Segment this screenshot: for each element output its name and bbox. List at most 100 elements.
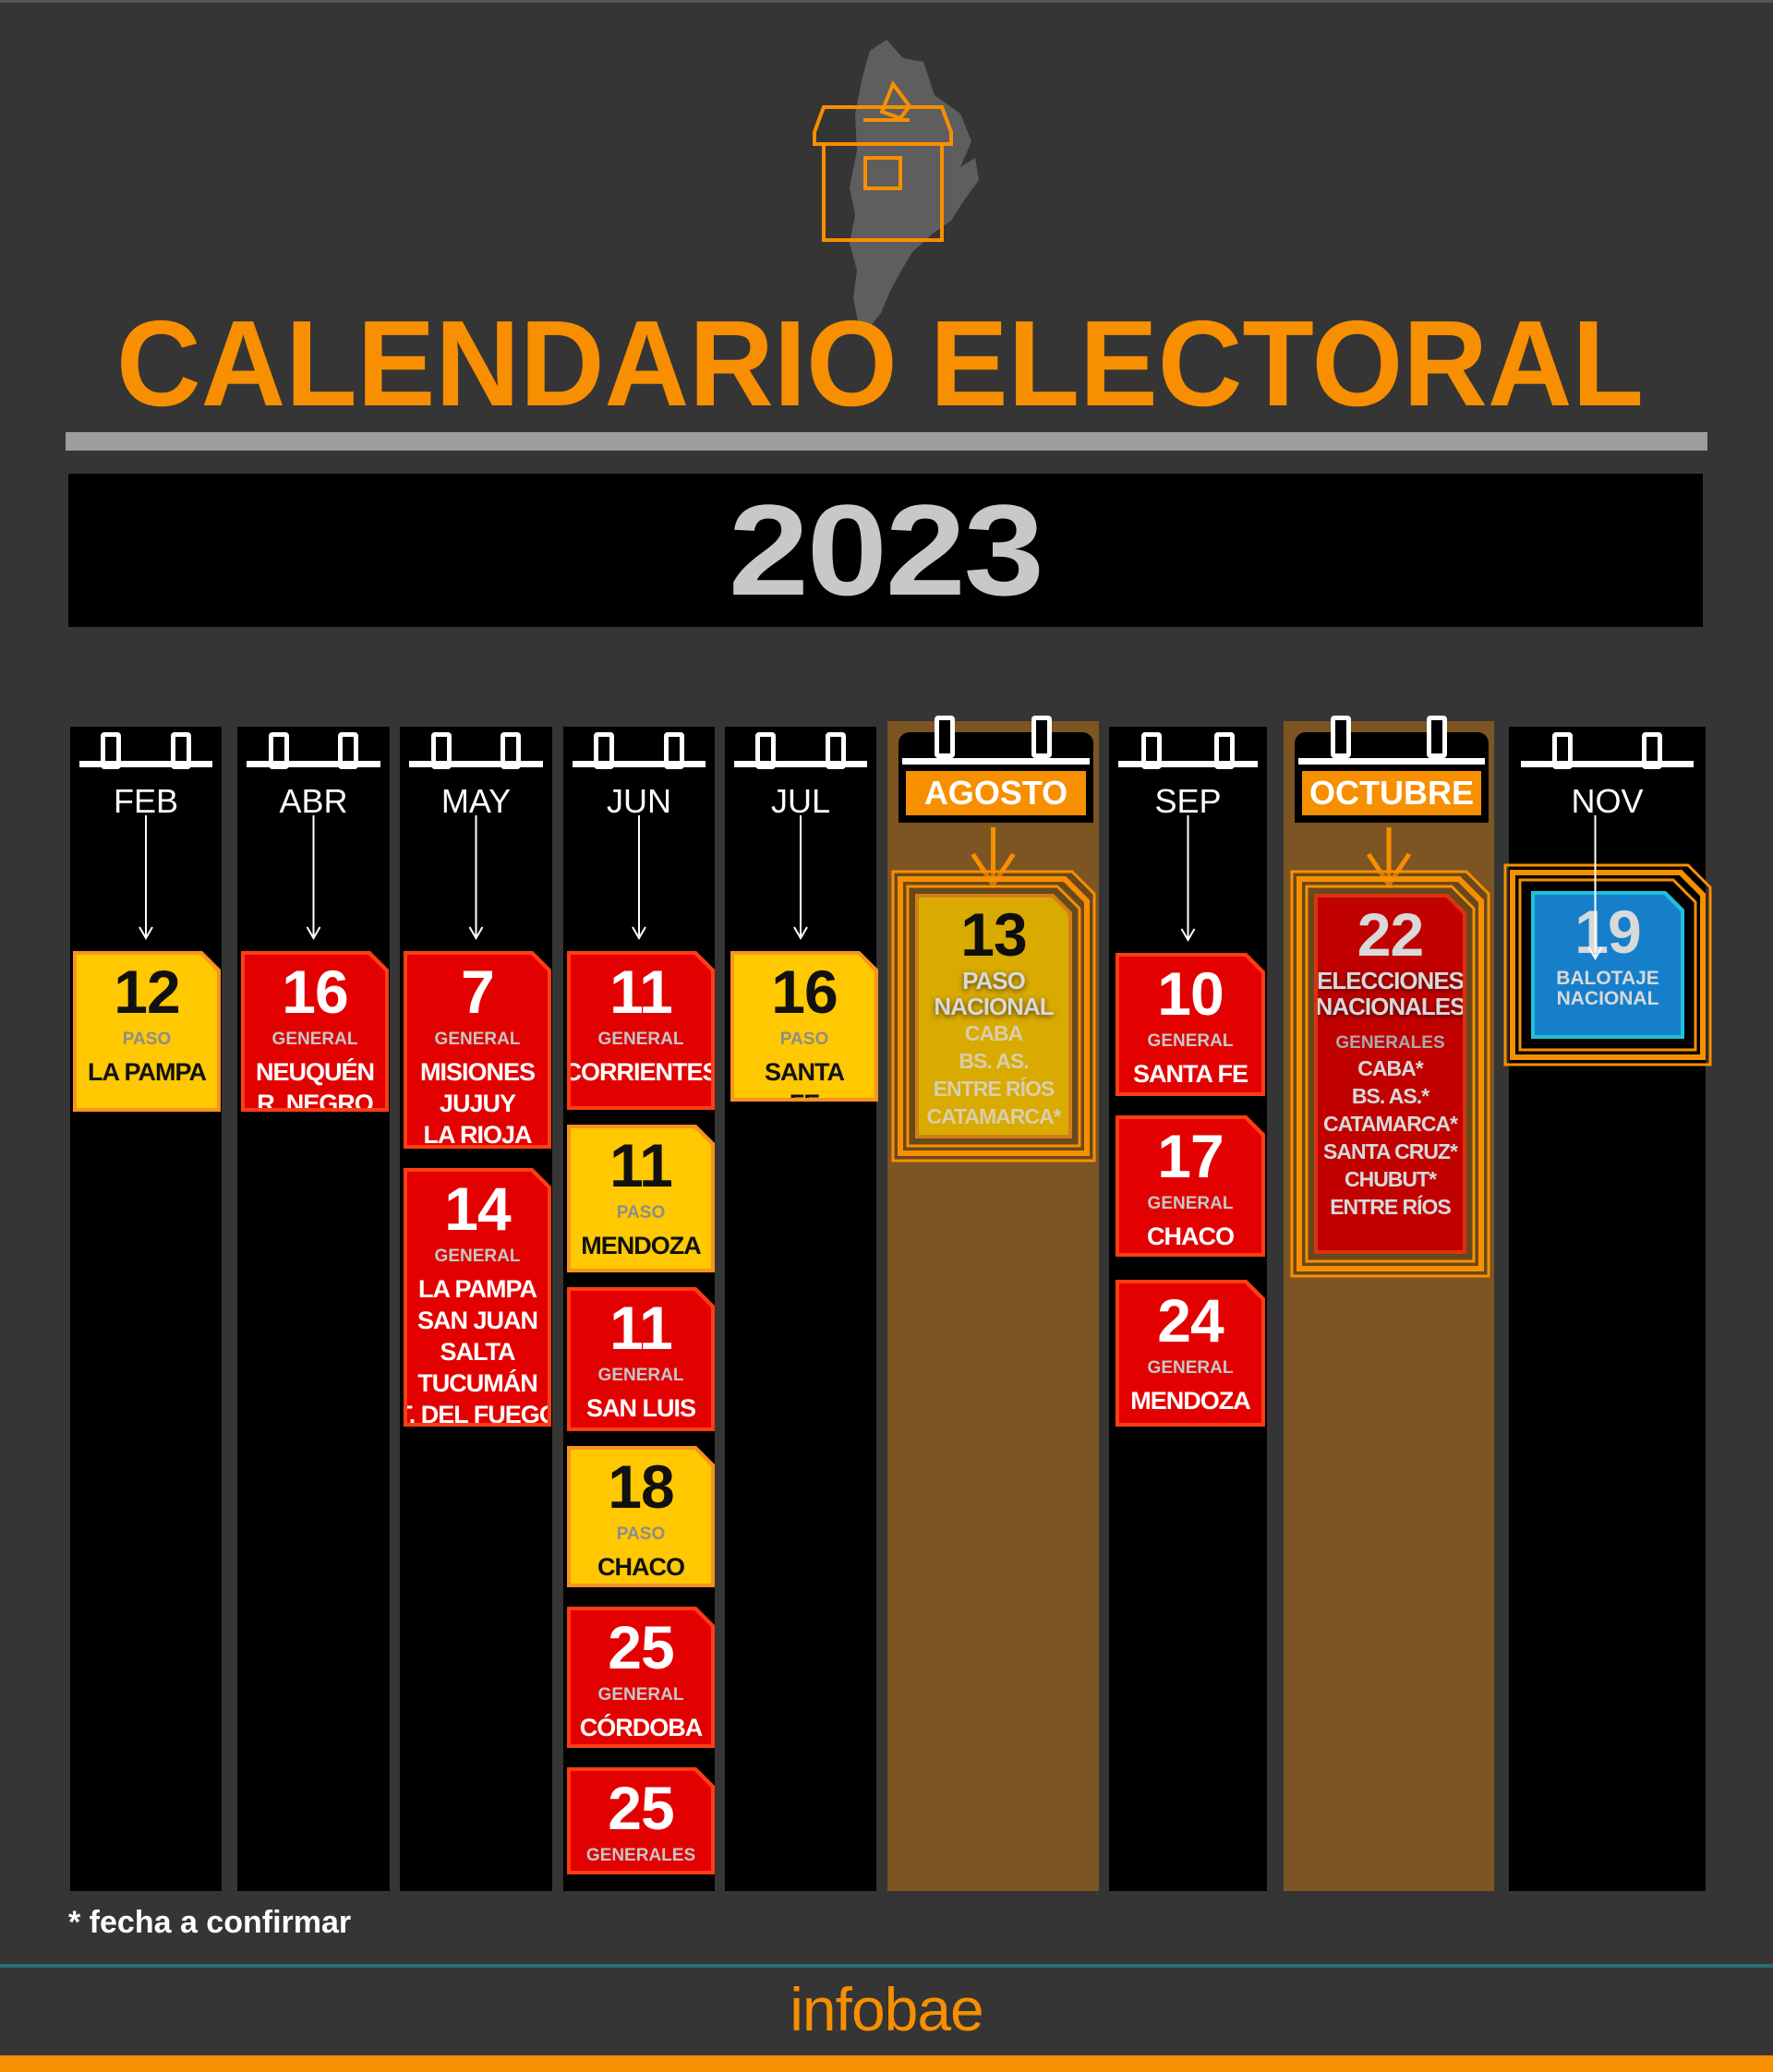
event-card-body: 7 GENERAL MISIONES JUJUY LA RIOJA	[407, 955, 548, 1145]
calendar-rule	[246, 761, 381, 767]
event-card-body: 22 ELECCIONES NACIONALES GENERALES CABA* BS. …	[1318, 897, 1463, 1250]
event-card[interactable]: 13 PASO NACIONAL CABA BS. AS. ENTRE RÍOS CATAM…	[915, 894, 1072, 1138]
event-day: 14	[444, 1175, 511, 1243]
event-type: PASO	[616, 1524, 666, 1544]
event-day: 11	[609, 958, 672, 1026]
event-type: GENERAL	[597, 1685, 684, 1705]
event-day: 17	[1157, 1122, 1224, 1190]
event-place: CABA*	[1357, 1056, 1423, 1080]
event-card[interactable]: 24 GENERAL MENDOZA	[1116, 1280, 1265, 1427]
event-card[interactable]: 25 GENERAL CÓRDOBA	[567, 1607, 715, 1748]
month-label: JUL	[770, 782, 831, 820]
event-card-body: 19 BALOTAJE NACIONAL	[1535, 895, 1681, 1035]
month-label: SEP	[1154, 782, 1222, 820]
event-place: SANTA FE	[1133, 1060, 1248, 1088]
brand-logo: infobae	[790, 1975, 984, 2043]
event-type: GENERAL	[597, 1030, 684, 1049]
event-place: BS. AS.*	[1351, 1084, 1429, 1108]
bottom-accent-bar	[0, 2055, 1773, 2072]
event-place: BS. AS.	[959, 1049, 1029, 1073]
event-card[interactable]: 25GENERALESFORMOSA	[567, 1767, 715, 1874]
event-day: 11	[609, 1131, 672, 1199]
event-place: SAN JUAN	[416, 1307, 538, 1334]
event-card[interactable]: 11 GENERAL SAN LUIS	[567, 1287, 715, 1431]
event-place: ENTRE RÍOS	[1330, 1195, 1451, 1219]
event-type: BALOTAJE NACIONAL	[1556, 968, 1659, 1009]
ballot-box-icon	[813, 79, 953, 242]
year-label: 2023	[729, 477, 1044, 622]
calendar-ring-icon	[934, 716, 955, 758]
event-place: TUCUMÁN	[417, 1369, 537, 1397]
event-place: CÓRDOBA	[579, 1714, 703, 1741]
event-card[interactable]: 14 GENERAL LA PAMPA SAN JUAN SALTA TUCUMÁN T. …	[404, 1168, 551, 1427]
calendar-ring-icon	[1330, 716, 1351, 758]
event-place: MISIONES	[419, 1058, 536, 1086]
event-place: ENTRE RÍOS	[933, 1077, 1055, 1101]
event-place: CORRIENTES	[563, 1058, 718, 1086]
event-card[interactable]: 12 PASO LA PAMPA	[73, 951, 221, 1112]
title-divider	[66, 432, 1707, 451]
event-day: 13	[960, 900, 1027, 969]
event-place: T. DEL FUEGO	[397, 1401, 558, 1428]
event-day: 22	[1357, 900, 1424, 969]
event-card[interactable]: 18 PASO CHACO	[567, 1446, 715, 1587]
event-type: GENERALES	[1335, 1033, 1445, 1053]
event-card-body: 18 PASO CHACO	[571, 1450, 711, 1584]
event-place: CHUBUT*	[1344, 1167, 1437, 1191]
event-type: GENERAL	[434, 1247, 521, 1266]
event-place: CHACO	[597, 1553, 684, 1581]
event-card[interactable]: 19 BALOTAJE NACIONAL	[1531, 891, 1684, 1039]
event-card-body: 16 GENERAL NEUQUÉN R. NEGRO	[245, 955, 385, 1108]
event-card[interactable]: 7 GENERAL MISIONES JUJUY LA RIOJA	[404, 951, 551, 1149]
event-card[interactable]: 16 GENERAL NEUQUÉN R. NEGRO	[241, 951, 389, 1112]
event-headline: NACIONAL	[934, 993, 1054, 1020]
month-label: NOV	[1571, 782, 1644, 820]
event-place: SALTA	[440, 1338, 515, 1366]
event-place: LA PAMPA	[88, 1058, 206, 1086]
event-card[interactable]: 11 PASO MENDOZA	[567, 1125, 715, 1272]
event-card[interactable]: 11 GENERAL CORRIENTES	[567, 951, 715, 1110]
event-card-body: 13 PASO NACIONAL CABA BS. AS. ENTRE RÍOS CATAM…	[919, 897, 1068, 1135]
footnote: * fecha a confirmar	[68, 1905, 352, 1940]
event-type: PASO	[779, 1030, 829, 1049]
event-type: PASO	[122, 1030, 172, 1049]
event-card[interactable]: 16PASOSANTAFE	[730, 951, 878, 1102]
event-card[interactable]: 10 GENERAL SANTA FE	[1116, 953, 1265, 1096]
event-type: GENERAL	[1147, 1194, 1234, 1213]
month-column-abr: ABR	[237, 727, 390, 1891]
event-card-body: 24 GENERAL MENDOZA	[1119, 1283, 1261, 1423]
event-place: LA PAMPA	[418, 1275, 537, 1303]
event-place: CATAMARCA*	[926, 1104, 1061, 1128]
event-type: GENERAL	[1147, 1031, 1234, 1051]
event-day: 16	[771, 958, 838, 1026]
event-place: CATAMARCA*	[1322, 1112, 1457, 1136]
footer-divider	[0, 1964, 1773, 1968]
event-day: 7	[461, 958, 494, 1026]
event-card-body: 11 GENERAL CORRIENTES	[571, 955, 711, 1106]
event-place: NEUQUÉN	[255, 1058, 374, 1086]
event-type: GENERAL	[271, 1030, 358, 1049]
event-day: 19	[1574, 897, 1641, 966]
month-column-feb: FEB	[70, 727, 222, 1891]
event-day: 16	[282, 958, 348, 1026]
event-headline: ELECCIONES	[1316, 967, 1465, 994]
event-card-body: 25 GENERAL CÓRDOBA	[571, 1610, 711, 1744]
event-card-body: 11 PASO MENDOZA	[571, 1128, 711, 1269]
event-place: LA RIOJA	[423, 1121, 532, 1149]
calendar-rule	[1118, 761, 1258, 767]
event-card[interactable]: 17 GENERAL CHACO	[1116, 1115, 1265, 1257]
calendar-rule	[1298, 758, 1485, 765]
event-type: GENERALES	[585, 1846, 696, 1865]
calendar-rule	[733, 761, 868, 767]
event-card-body: 14 GENERAL LA PAMPA SAN JUAN SALTA TUCUMÁN T. …	[407, 1172, 548, 1423]
event-day: 12	[114, 958, 180, 1026]
event-card[interactable]: 22 ELECCIONES NACIONALES GENERALES CABA* BS. …	[1314, 894, 1466, 1254]
event-type: GENERAL	[1147, 1358, 1234, 1378]
month-label: MAY	[440, 782, 512, 820]
event-type: GENERAL	[597, 1366, 684, 1385]
event-place: SANTA	[765, 1058, 844, 1086]
event-card-body: 17 GENERAL CHACO	[1119, 1119, 1261, 1253]
calendar-rule	[1520, 761, 1695, 767]
event-place: SAN LUIS	[585, 1394, 695, 1422]
event-day: 11	[609, 1294, 672, 1362]
